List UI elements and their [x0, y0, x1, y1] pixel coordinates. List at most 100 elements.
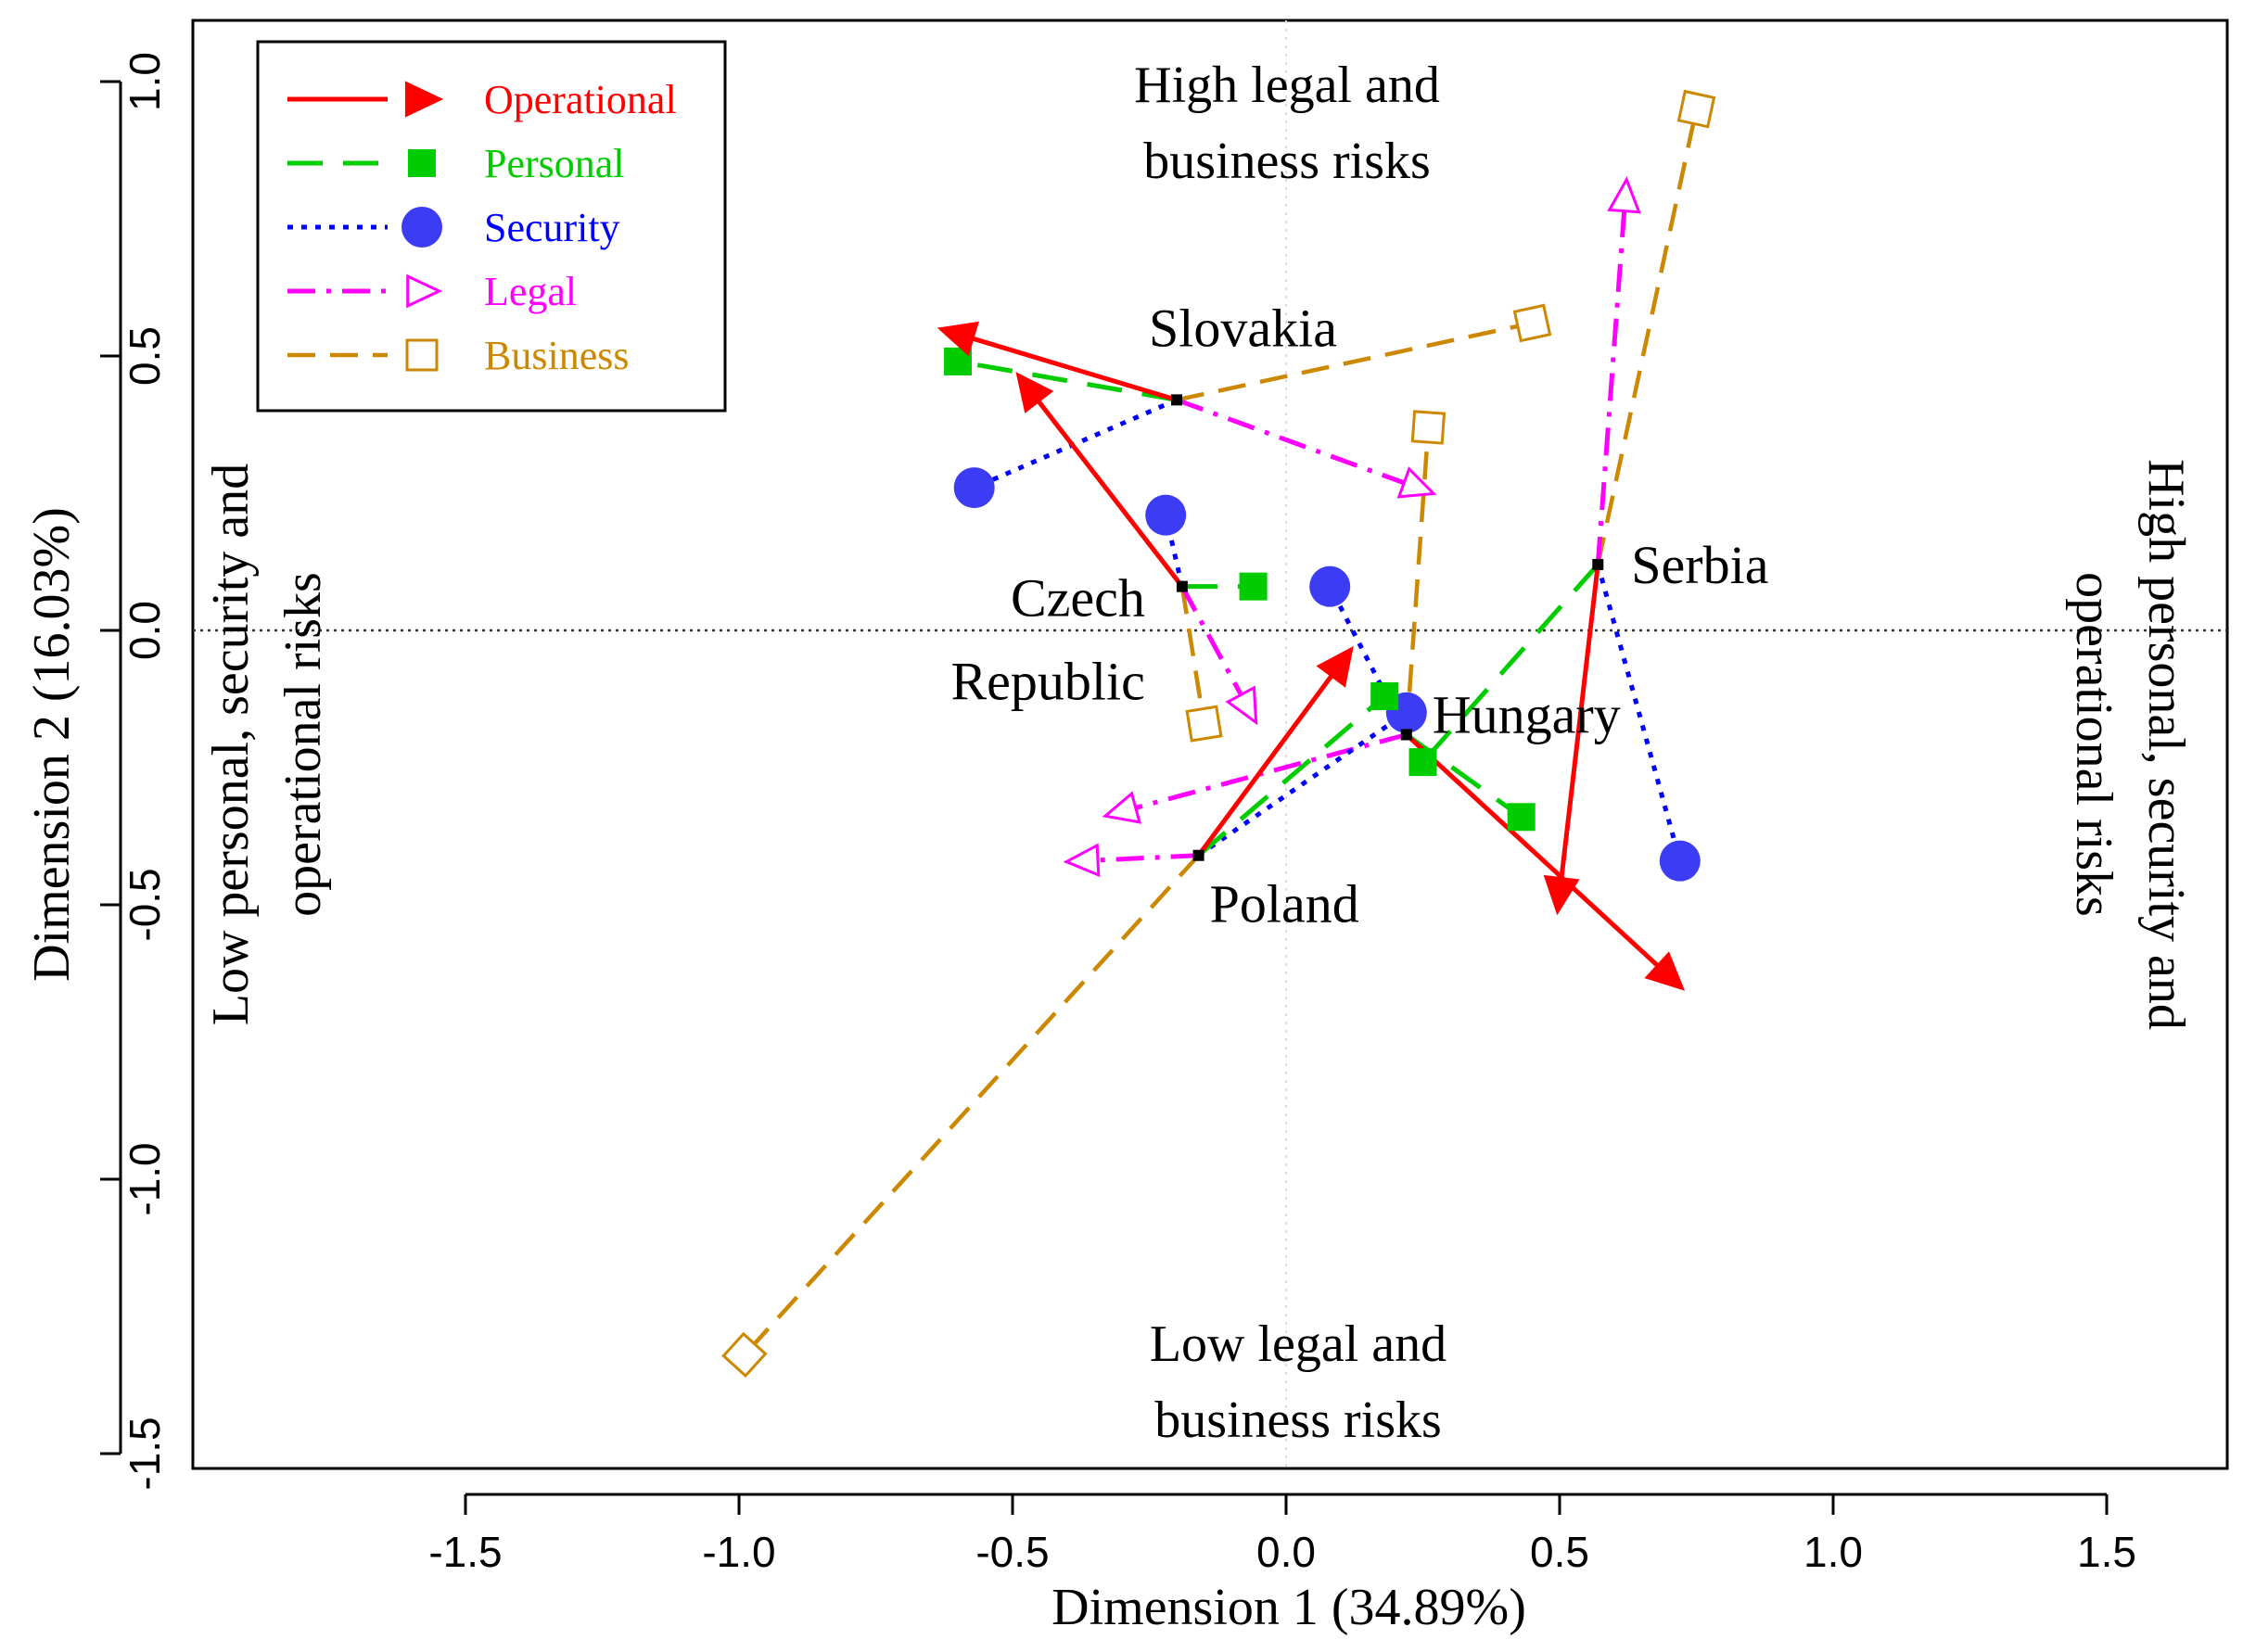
country-labels: Slovakia Czech Republic Poland Hungary Serbia	[950, 298, 1768, 934]
business-marker	[1410, 410, 1446, 445]
country-label: Poland	[1210, 874, 1359, 934]
country-origin	[1176, 580, 1188, 592]
annotation-right-line-2: operational risks	[2065, 572, 2122, 917]
y-tick-label: 0.0	[121, 601, 169, 660]
legend-label-legal: Legal	[484, 269, 577, 314]
x-tick-label: -0.5	[975, 1528, 1049, 1576]
security-marker	[401, 207, 442, 248]
y-tick-label: 0.5	[121, 326, 169, 386]
x-tick-label: -1.5	[428, 1528, 502, 1576]
business-marker-box	[721, 1331, 768, 1379]
operational-vector-serbia	[1557, 564, 1600, 895]
business-marker	[1512, 303, 1552, 343]
y-axis-title: Dimension 2 (16.03%)	[23, 507, 81, 982]
business-vector-slovakia	[1176, 321, 1533, 402]
annotation-right-line-1: High personal, security and	[2137, 459, 2195, 1030]
business-vector-czech-republic	[1179, 586, 1206, 724]
personal-marker	[1370, 682, 1399, 711]
security-vector-serbia	[1595, 564, 1683, 862]
security-marker	[1659, 840, 1701, 882]
operational-vector-slovakia	[957, 331, 1178, 402]
legal-vector-czech-republic	[1179, 585, 1250, 709]
business-vector-serbia	[1596, 108, 1699, 565]
legal-vector-hungary	[1121, 732, 1408, 814]
x-tick-label: 0.5	[1530, 1528, 1589, 1576]
security-vector-poland	[1197, 710, 1408, 858]
x-tick-label: -1.0	[702, 1528, 775, 1576]
legal-marker	[1102, 791, 1142, 824]
legal-vector-slovakia	[1176, 398, 1419, 490]
operational-marker	[404, 81, 444, 118]
ticks: -1.5 -1.0 -0.5 0.0 0.5 1.0 1.5 1.0 0.5 0.0 -0.5 -1.…	[100, 52, 2136, 1576]
operational-marker	[1644, 951, 1686, 991]
personal-marker	[1507, 803, 1536, 832]
business-marker-box	[1676, 89, 1716, 129]
vectors	[721, 89, 1716, 1379]
y-tick-label: -0.5	[121, 868, 169, 941]
x-tick-label: 1.0	[1803, 1528, 1863, 1576]
country-label: Czech	[1011, 568, 1145, 629]
x-tick-label: 0.0	[1256, 1528, 1316, 1576]
legend-label-security: Security	[484, 205, 620, 250]
security-marker	[1145, 494, 1187, 536]
annotation-top-line-1: High legal and	[1134, 57, 1440, 114]
business-marker	[1185, 705, 1223, 743]
legend-label-personal: Personal	[484, 141, 625, 186]
personal-marker	[1239, 572, 1268, 601]
legal-marker	[1396, 466, 1437, 499]
business-vector-hungary	[1404, 426, 1431, 735]
security-marker	[1309, 565, 1351, 607]
legal-vector-serbia	[1595, 197, 1628, 565]
business-marker-box	[1410, 410, 1446, 445]
country-origin	[1171, 394, 1182, 406]
legend: Operational Personal Security Legal Business	[256, 40, 727, 413]
country-label: Republic	[950, 652, 1144, 712]
business-marker-box	[1512, 303, 1552, 343]
operational-marker	[1316, 645, 1354, 688]
security-marker	[953, 467, 995, 509]
business-marker	[405, 338, 439, 372]
country-label: Slovakia	[1149, 298, 1337, 358]
country-origin	[1400, 729, 1412, 741]
operational-marker	[1015, 372, 1054, 413]
personal-marker	[1408, 748, 1437, 777]
annotation-bottom-line-2: business risks	[1154, 1391, 1442, 1449]
legal-vector-poland	[1083, 853, 1199, 864]
country-label: Hungary	[1433, 684, 1621, 744]
x-axis-title: Dimension 1 (34.89%)	[1051, 1579, 1526, 1636]
y-tick-label: -1.0	[121, 1142, 169, 1215]
legend-label-business: Business	[484, 333, 629, 378]
personal-vector-slovakia	[957, 359, 1178, 402]
annotation-bottom-line-1: Low legal and	[1150, 1315, 1446, 1373]
legal-marker	[1063, 843, 1101, 878]
annotations: High legal and business risks Low legal …	[202, 57, 2195, 1449]
country-origin	[1192, 849, 1204, 861]
operational-vector-hungary	[1405, 732, 1671, 978]
business-marker	[721, 1331, 768, 1379]
x-tick-label: 1.5	[2077, 1528, 2136, 1576]
business-marker-box	[1185, 705, 1223, 743]
y-tick-label: -1.5	[121, 1417, 169, 1490]
annotation-left-line-1: Low personal, security and	[202, 464, 260, 1025]
legend-box	[256, 40, 727, 413]
operational-vector-czech-republic	[1026, 387, 1184, 589]
operational-marker	[1543, 874, 1580, 916]
personal-vector-poland	[1196, 694, 1386, 858]
annotation-right: High personal, security and operational …	[2065, 459, 2195, 1030]
annotation-top-line-2: business risks	[1143, 133, 1431, 190]
legal-marker	[406, 273, 443, 309]
legal-marker	[1607, 176, 1641, 214]
personal-marker	[408, 149, 436, 177]
personal-vector-serbia	[1421, 563, 1600, 764]
annotation-left: Low personal, security and operational r…	[202, 464, 332, 1025]
country-origin	[1592, 558, 1604, 570]
plot-frame	[191, 19, 2229, 1470]
annotation-left-line-2: operational risks	[274, 572, 332, 917]
y-tick-label: 1.0	[121, 52, 169, 111]
business-marker-box	[405, 338, 439, 372]
operational-marker	[937, 321, 979, 357]
business-marker	[1676, 89, 1716, 129]
country-label: Serbia	[1631, 535, 1768, 595]
business-vector-poland	[743, 854, 1201, 1356]
